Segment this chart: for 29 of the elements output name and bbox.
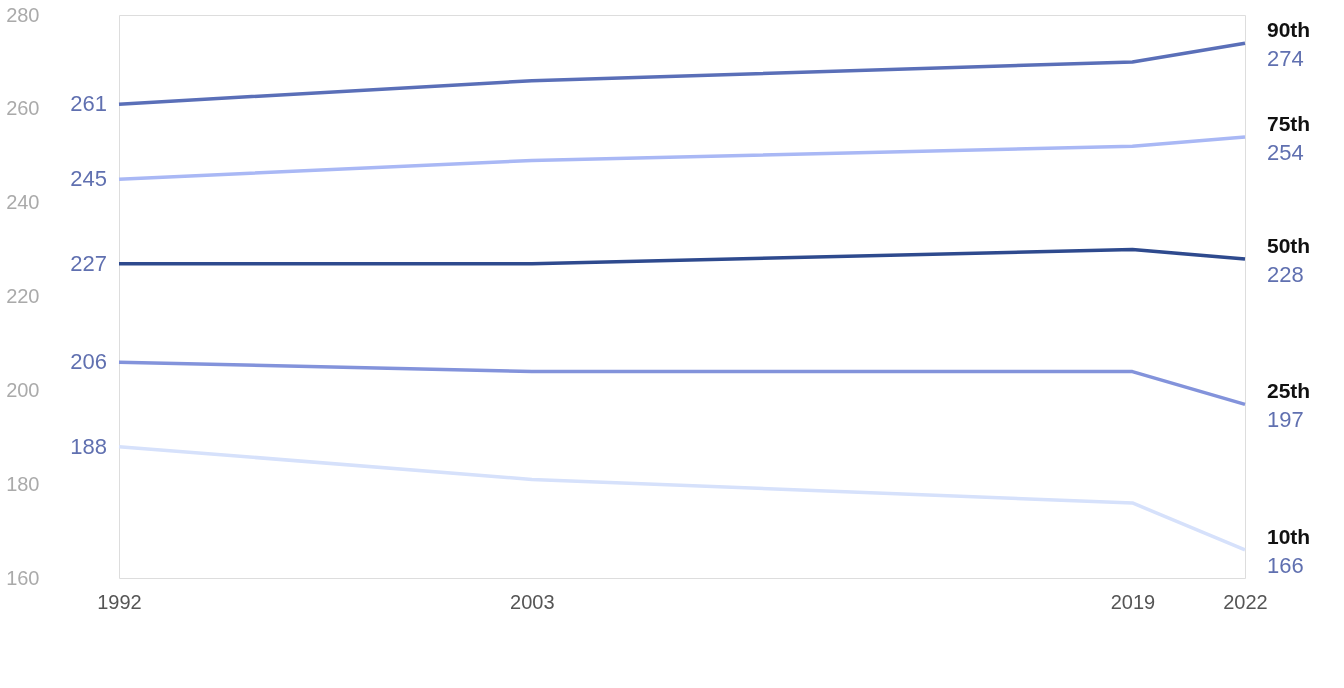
y-tick-label: 220 [6,285,40,307]
data-label: 206 [70,349,107,375]
data-label: 197 [1267,407,1304,433]
series-label: 90th [1267,18,1311,42]
series-label: 50th [1267,233,1311,257]
series-label: 75th [1267,111,1311,135]
y-tick-label: 200 [6,378,40,401]
x-tick-label: 2003 [510,590,555,613]
line-series [117,444,1247,552]
data-label: 274 [1267,46,1304,72]
data-label: 261 [70,91,107,117]
y-tick-label: 240 [6,191,40,214]
data-label: 228 [1267,261,1304,287]
data-label: 227 [70,250,107,276]
y-tick-label: 160 [6,566,40,589]
y-tick-label: 180 [6,472,40,495]
data-label: 245 [70,166,107,192]
data-label: 188 [70,433,107,459]
y-tick-label: 260 [6,97,40,120]
line-series [117,41,1247,106]
y-tick-label: 280 [6,3,40,26]
series-label: 10th [1267,524,1311,548]
x-tick-label: 2022 [1223,590,1268,613]
line-series [117,135,1247,181]
x-tick-label: 1992 [97,590,142,613]
data-label: 166 [1267,552,1304,578]
series-label: 25th [1267,379,1311,403]
data-label: 254 [1267,139,1304,165]
x-tick-label: 2019 [1110,590,1156,613]
